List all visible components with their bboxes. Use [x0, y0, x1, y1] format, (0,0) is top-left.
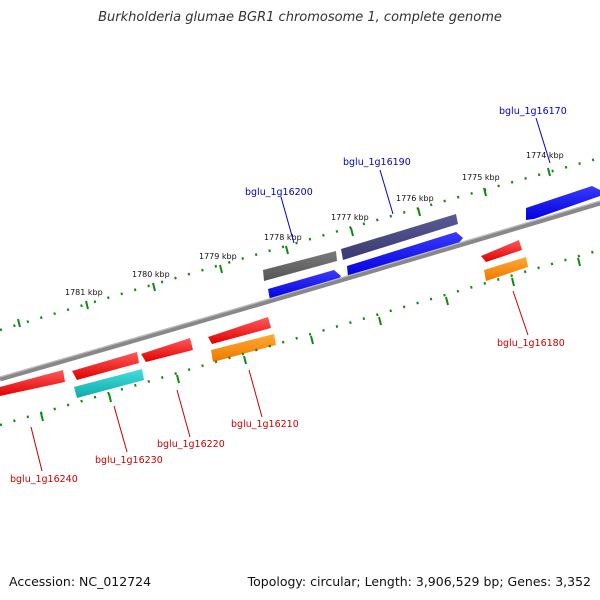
map-title: Burkholderia glumae BGR1 chromosome 1, c… — [98, 10, 502, 25]
kbp-labels: 1774 kbp 1775 kbp 1776 kbp 1777 kbp 1778… — [65, 151, 564, 297]
outer-tick-track — [0, 156, 600, 332]
kbp-label: 1775 kbp — [462, 173, 500, 182]
kbp-label: 1777 kbp — [331, 213, 369, 222]
major-tick — [417, 207, 421, 217]
major-tick — [577, 257, 581, 267]
major-tick — [243, 355, 247, 365]
gene-bglu_1g16190[interactable] — [341, 214, 463, 277]
major-tick — [310, 335, 314, 345]
major-tick — [40, 412, 44, 422]
forward-genes — [263, 186, 600, 300]
major-tick — [483, 187, 487, 197]
major-tick — [176, 374, 180, 384]
gene-label[interactable]: bglu_1g16240 — [10, 474, 78, 485]
kbp-label: 1780 kbp — [132, 270, 170, 279]
gene-bglu_1g16230[interactable] — [72, 352, 144, 398]
kbp-label: 1779 kbp — [199, 252, 237, 261]
inner-tick-track — [0, 248, 600, 427]
gene-labels: bglu_1g16170 bglu_1g16190 bglu_1g16200 b… — [10, 106, 567, 485]
gene-label[interactable]: bglu_1g16180 — [497, 338, 565, 349]
major-tick — [108, 393, 112, 403]
genome-backbone — [0, 200, 600, 382]
reverse-genes — [0, 240, 528, 398]
gene-bglu_1g16210[interactable] — [208, 317, 276, 362]
major-tick — [219, 264, 223, 274]
genome-summary-text: Topology: circular; Length: 3,906,529 bp… — [247, 574, 591, 589]
leader-lines — [30, 117, 551, 472]
major-tick — [17, 318, 21, 328]
major-tick — [350, 227, 354, 237]
gene-bglu_1g16170[interactable] — [526, 186, 600, 220]
gene-label[interactable]: bglu_1g16230 — [95, 455, 163, 466]
gene-bglu_1g16180[interactable] — [481, 240, 528, 281]
gene-label[interactable]: bglu_1g16170 — [499, 106, 567, 117]
major-tick — [285, 245, 289, 255]
kbp-label: 1778 kbp — [264, 233, 302, 242]
kbp-label: 1781 kbp — [65, 288, 103, 297]
gene-label[interactable]: bglu_1g16190 — [343, 157, 411, 168]
accession-text: Accession: NC_012724 — [9, 574, 152, 589]
major-tick — [152, 282, 156, 292]
gene-bglu_1g16220[interactable] — [141, 338, 193, 362]
major-tick — [445, 296, 449, 306]
gene-label[interactable]: bglu_1g16200 — [245, 187, 313, 198]
kbp-label: 1776 kbp — [396, 194, 434, 203]
major-tick — [547, 167, 551, 177]
major-tick — [378, 316, 382, 326]
major-tick — [511, 277, 515, 287]
kbp-label: 1774 kbp — [526, 151, 564, 160]
gene-bglu_1g16240[interactable] — [0, 370, 65, 396]
gene-label[interactable]: bglu_1g16210 — [231, 419, 299, 430]
major-tick — [85, 300, 89, 310]
gene-label[interactable]: bglu_1g16220 — [157, 439, 225, 450]
gene-bglu_1g16200[interactable] — [263, 251, 341, 300]
